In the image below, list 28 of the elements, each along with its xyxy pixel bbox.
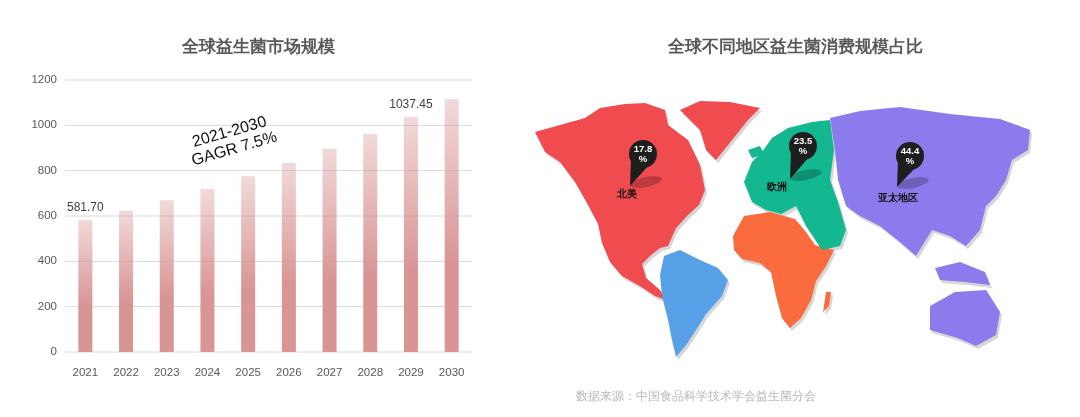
data-label: 44.4 % <box>900 144 920 166</box>
y-tick-label: 200 <box>37 299 57 312</box>
category-label: 欧洲 <box>767 180 787 192</box>
x-tick-label: 2025 <box>235 366 261 379</box>
y-tick-label: 1000 <box>31 118 57 131</box>
x-tick-label: 2021 <box>72 366 99 379</box>
y-tick-label: 600 <box>37 209 57 222</box>
x-tick-label: 2027 <box>316 366 343 379</box>
source-note: 数据来源：中国食品科学技术学会益生菌分会 <box>576 389 816 404</box>
y-tick-label: 1200 <box>31 73 57 86</box>
data-label: 23.5 % <box>793 134 813 156</box>
x-tick-label: 2028 <box>357 366 384 379</box>
data-label: 581.70 <box>67 200 105 215</box>
x-tick-label: 2026 <box>276 366 302 379</box>
category-label: 北美 <box>616 187 637 199</box>
y-tick-label: 0 <box>50 345 57 358</box>
chart-title: 全球益生菌市场规模 <box>181 37 335 57</box>
x-tick-label: 2030 <box>438 366 465 379</box>
x-tick-label: 2023 <box>153 366 180 379</box>
y-tick-label: 400 <box>37 254 57 267</box>
category-label: 亚太地区 <box>877 191 918 203</box>
x-tick-label: 2022 <box>113 366 139 379</box>
x-tick-label: 2024 <box>194 366 221 379</box>
text: 全球不同地区益生菌消费规模占比 <box>666 37 923 57</box>
y-tick-label: 800 <box>37 163 57 176</box>
x-tick-label: 2029 <box>398 366 424 379</box>
data-label: 1037.45 <box>389 97 433 112</box>
data-label: 17.8 % <box>633 142 653 164</box>
